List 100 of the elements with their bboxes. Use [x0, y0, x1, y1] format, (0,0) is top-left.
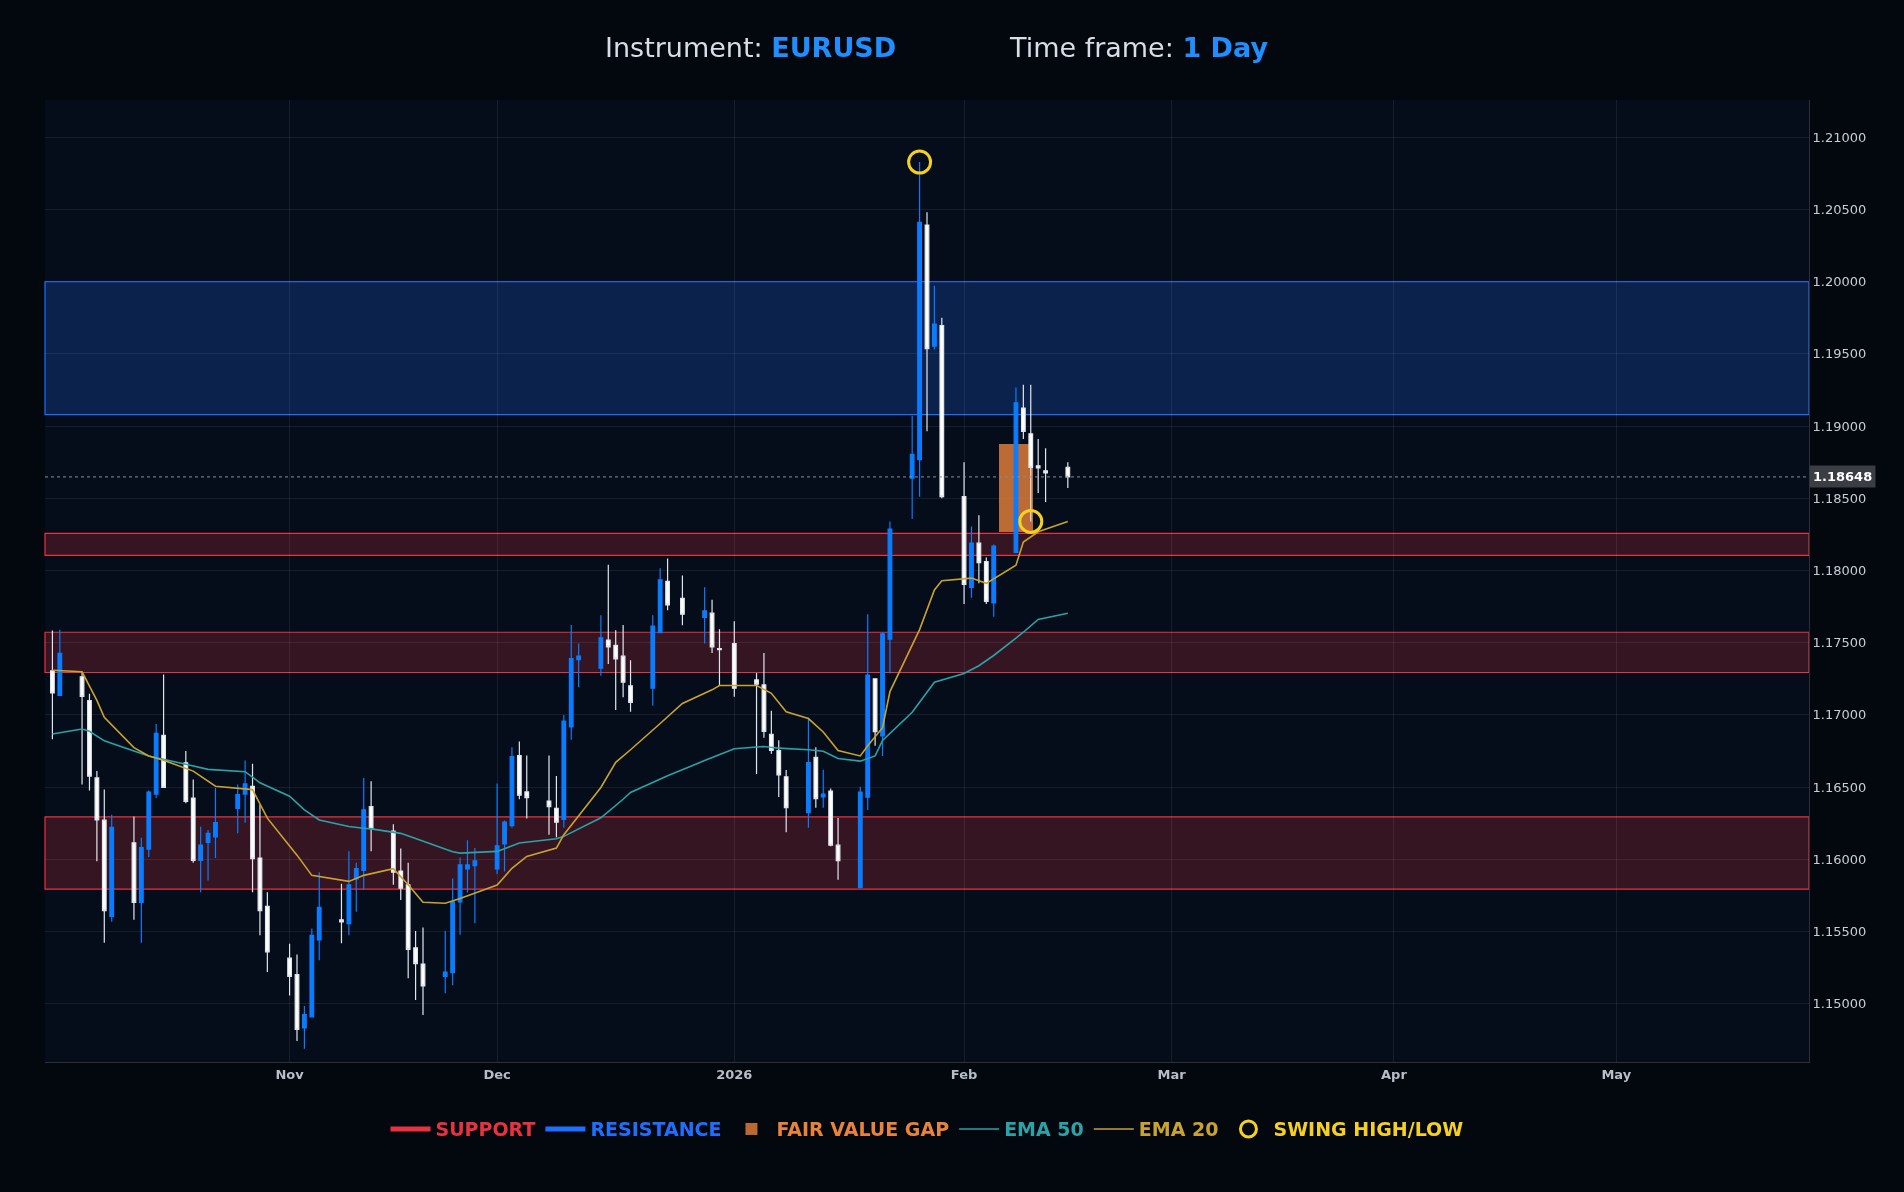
candlestick [702, 586, 708, 645]
candlestick [79, 671, 85, 786]
candlestick [813, 746, 819, 809]
chart-title: Instrument: EURUSD [605, 32, 897, 63]
candlestick [939, 317, 945, 499]
candlestick [887, 520, 893, 675]
candlestick [620, 624, 626, 698]
candlestick [1020, 384, 1026, 440]
candlestick [991, 543, 997, 618]
candlestick [976, 514, 982, 584]
candlestick [717, 628, 722, 687]
candlestick [650, 614, 656, 707]
candlestick [294, 954, 300, 1042]
candlestick [835, 817, 841, 881]
candlestick [828, 787, 834, 847]
x-tick-label: Apr [1381, 1066, 1408, 1082]
candlestick [657, 567, 663, 634]
candlestick [628, 659, 633, 713]
candlestick [346, 850, 352, 936]
candlestick [509, 746, 515, 829]
candlestick [472, 847, 478, 924]
candlestick [924, 211, 930, 432]
candlestick [917, 161, 922, 498]
candlestick [516, 740, 522, 800]
legend-label: EMA 20 [1138, 1118, 1219, 1141]
candlestick [242, 759, 248, 824]
candlestick [87, 693, 92, 792]
candlestick [783, 769, 789, 833]
candlestick [368, 780, 374, 852]
candlestick [450, 877, 456, 986]
candlestick [857, 786, 863, 890]
y-tick-label: 1.21000 [1812, 129, 1867, 145]
x-tick-label: Dec [483, 1066, 511, 1082]
candlestick [709, 599, 715, 654]
candlestick [880, 631, 885, 757]
candlestick [969, 525, 974, 599]
chart-subtitle: Time frame: 1 Day [1009, 32, 1269, 63]
y-tick-label: 1.16000 [1812, 851, 1867, 867]
candlestick [465, 839, 470, 894]
y-tick-label: 1.20500 [1812, 202, 1867, 218]
candlestick [680, 574, 685, 626]
line-series [51, 612, 1069, 854]
candlestick [761, 652, 767, 739]
y-tick-label: 1.18500 [1812, 490, 1867, 506]
candlestick [309, 928, 315, 1018]
candlestick [94, 770, 100, 862]
candlestick [183, 750, 189, 804]
candlestick [131, 815, 137, 921]
candlestick [138, 837, 144, 944]
y-tick-label: 1.16500 [1812, 779, 1867, 795]
candlestick [524, 754, 530, 820]
candlestick [353, 862, 359, 913]
candlestick [390, 823, 396, 886]
y-tick-label: 1.18000 [1812, 563, 1867, 579]
candlestick [161, 673, 166, 788]
candlestick [665, 558, 670, 611]
candlestick [302, 1005, 307, 1050]
candlestick [865, 613, 871, 811]
candlestick [442, 930, 448, 994]
y-tick-label: 1.19500 [1812, 346, 1867, 362]
y-tick-label: 1.17500 [1812, 635, 1867, 651]
candlestick [420, 927, 426, 1016]
candlestick [57, 629, 63, 697]
candlestick [153, 723, 159, 799]
candlestick [257, 804, 263, 936]
candlestick [576, 642, 582, 688]
legend-label: EMA 50 [1004, 1118, 1084, 1141]
candlestick [554, 775, 559, 838]
candlestick [872, 678, 878, 747]
ref-line-label: 1.18648 [1813, 469, 1873, 484]
candlestick [598, 614, 604, 677]
x-tick-label: 2026 [716, 1066, 753, 1082]
candlestick [398, 847, 404, 901]
legend-label: SWING HIGH/LOW [1273, 1118, 1464, 1141]
candlestick [1043, 447, 1048, 503]
legend-label: RESISTANCE [590, 1118, 722, 1141]
line-series [51, 520, 1069, 905]
candlestick [287, 943, 292, 997]
y-tick-label: 1.17000 [1812, 707, 1867, 723]
candlestick [413, 930, 418, 1001]
candlestick [457, 856, 463, 936]
candlestick [983, 556, 989, 605]
candlestick [605, 564, 611, 665]
candlestick [561, 714, 567, 829]
candlestick [198, 826, 204, 893]
candlestick [213, 787, 218, 859]
candlestick [1035, 438, 1041, 494]
candlestick [405, 862, 411, 979]
candlestick [339, 883, 344, 944]
y-tick-label: 1.20000 [1812, 274, 1867, 290]
candlestick [909, 415, 915, 520]
legend-label: FAIR VALUE GAP [776, 1118, 950, 1141]
candlestick [961, 461, 967, 605]
candlestick [235, 783, 241, 834]
x-tick-label: May [1601, 1066, 1632, 1082]
candlestick [494, 782, 500, 875]
candlestick [768, 710, 774, 755]
candlestick [190, 778, 196, 864]
candlestick [1065, 461, 1071, 489]
legend-label: SUPPORT [435, 1118, 536, 1141]
